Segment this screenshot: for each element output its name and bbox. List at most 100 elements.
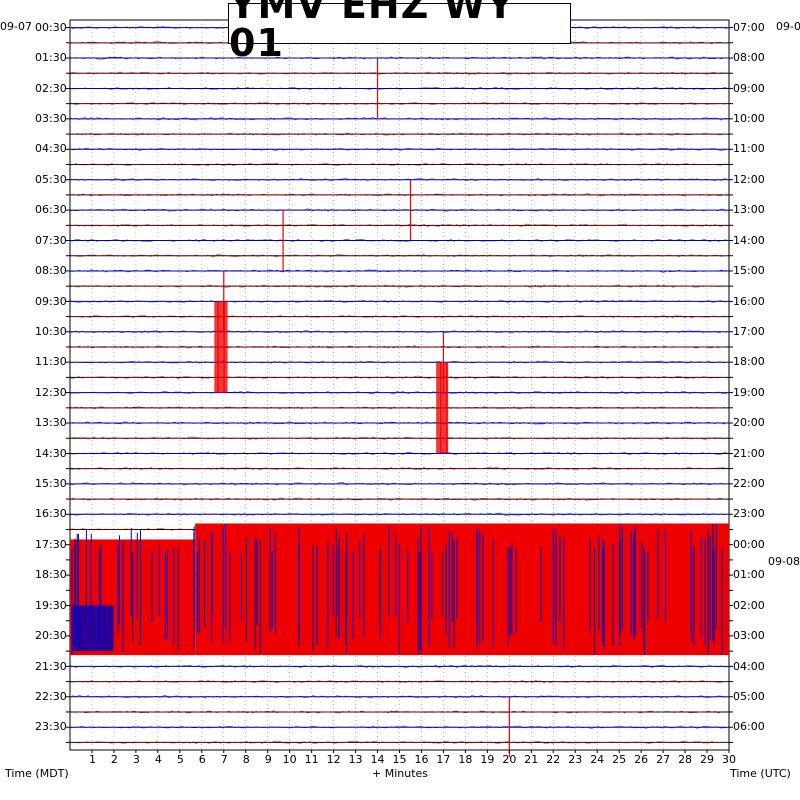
right-tick-label: 06:00: [733, 720, 765, 734]
right-tick-label: 13:00: [733, 203, 765, 217]
trace-line: [69, 664, 728, 669]
left-tick-label: 12:30: [35, 385, 67, 399]
right-tick-label: 22:00: [733, 477, 765, 491]
x-tick-label: 11: [304, 753, 319, 766]
right-tick-label: 12:00: [733, 172, 765, 186]
trace-line: [69, 269, 728, 273]
trace-line: [69, 406, 728, 410]
x-tick-label: 19: [480, 753, 495, 766]
trace-line: [69, 284, 728, 288]
left-tick-label: 23:30: [35, 720, 67, 734]
x-tick-label: 17: [436, 753, 451, 766]
left-tick-label: 07:30: [35, 233, 67, 247]
right-tick-label: 17:00: [733, 324, 765, 338]
x-tick-label: 10: [282, 753, 297, 766]
trace-line: [69, 193, 728, 197]
right-tick-label: 00:00: [733, 537, 765, 551]
right-tick-label: 15:00: [733, 264, 765, 278]
x-tick-label: 9: [264, 753, 272, 766]
left-tick-label: 09:30: [35, 294, 67, 308]
x-tick-label: 25: [612, 753, 627, 766]
right-tick-label: 08:00: [733, 51, 765, 65]
right-tick-label: 05:00: [733, 689, 765, 703]
axis-layer: [66, 27, 733, 753]
left-tick-label: 14:30: [35, 446, 67, 460]
left-tick-label: 01:30: [35, 51, 67, 65]
x-axis-label: + Minutes: [372, 767, 429, 780]
right-tick-label: 04:00: [733, 659, 765, 673]
left-tick-label: 18:30: [35, 568, 67, 582]
trace-line: [69, 421, 728, 425]
left-tick-label: 13:30: [35, 416, 67, 430]
trace-line: [69, 299, 728, 304]
trace-line: [69, 512, 728, 516]
left-tick-label: 21:30: [35, 659, 67, 673]
trace-line: [69, 177, 728, 182]
left-tick-label: 00:30: [35, 20, 67, 34]
trace-line: [69, 132, 728, 136]
x-tick-label: 16: [414, 753, 429, 766]
trace-line: [69, 71, 728, 75]
trace-line: [69, 223, 728, 227]
right-date-label-2: 09-08: [768, 555, 800, 568]
right-tick-label: 20:00: [733, 416, 765, 430]
right-tick-label: 03:00: [733, 629, 765, 643]
x-tick-label: 12: [326, 753, 341, 766]
right-tick-label: 14:00: [733, 233, 765, 247]
trace-line: [69, 497, 728, 501]
x-tick-label: 22: [546, 753, 561, 766]
x-tick-label: 1: [88, 753, 96, 766]
x-tick-label: 20: [502, 753, 517, 766]
left-tick-label: 03:30: [35, 112, 67, 126]
right-tick-label: 23:00: [733, 507, 765, 521]
right-tick-label: 01:00: [733, 568, 765, 582]
right-axis-label: Time (UTC): [730, 767, 791, 780]
trace-line: [69, 740, 728, 744]
x-tick-label: 14: [370, 753, 385, 766]
trace-line: [69, 436, 728, 440]
right-tick-label: 18:00: [733, 355, 765, 369]
left-tick-label: 19:30: [35, 598, 67, 612]
trace-line: [69, 56, 728, 60]
left-tick-label: 06:30: [35, 203, 67, 217]
left-tick-label: 05:30: [35, 172, 67, 186]
trace-line: [69, 315, 728, 319]
right-tick-label: 19:00: [733, 385, 765, 399]
left-tick-label: 17:30: [35, 537, 67, 551]
left-tick-label: 16:30: [35, 507, 67, 521]
x-tick-label: 23: [568, 753, 583, 766]
x-tick-label: 15: [392, 753, 407, 766]
trace-line: [69, 254, 728, 258]
right-tick-label: 07:00: [733, 20, 765, 34]
event-layer: [70, 58, 729, 758]
x-tick-label: 3: [132, 753, 140, 766]
left-tick-label: 15:30: [35, 477, 67, 491]
trace-line: [69, 680, 728, 684]
left-tick-label: 10:30: [35, 324, 67, 338]
x-tick-label: 26: [634, 753, 649, 766]
sustained-block: [195, 523, 729, 656]
x-tick-label: 21: [524, 753, 539, 766]
trace-line: [69, 147, 728, 151]
x-tick-label: 29: [700, 753, 715, 766]
trace-line: [69, 390, 728, 395]
x-tick-label: 6: [198, 753, 206, 766]
left-tick-label: 11:30: [35, 355, 67, 369]
left-tick-label: 04:30: [35, 142, 67, 156]
trace-line: [69, 330, 728, 334]
trace-line: [69, 695, 728, 699]
trace-line: [69, 725, 728, 729]
trace-line: [69, 482, 728, 486]
x-tick-label: 28: [678, 753, 693, 766]
x-tick-label: 4: [154, 753, 162, 766]
x-tick-label: 2: [110, 753, 118, 766]
trace-line: [69, 86, 728, 90]
right-tick-label: 11:00: [733, 142, 765, 156]
trace-line: [69, 466, 728, 471]
x-tick-label: 18: [458, 753, 473, 766]
x-tick-label: 13: [348, 753, 363, 766]
trace-line: [69, 117, 728, 121]
x-tick-label: 30: [722, 753, 736, 766]
x-tick-label: 24: [590, 753, 605, 766]
